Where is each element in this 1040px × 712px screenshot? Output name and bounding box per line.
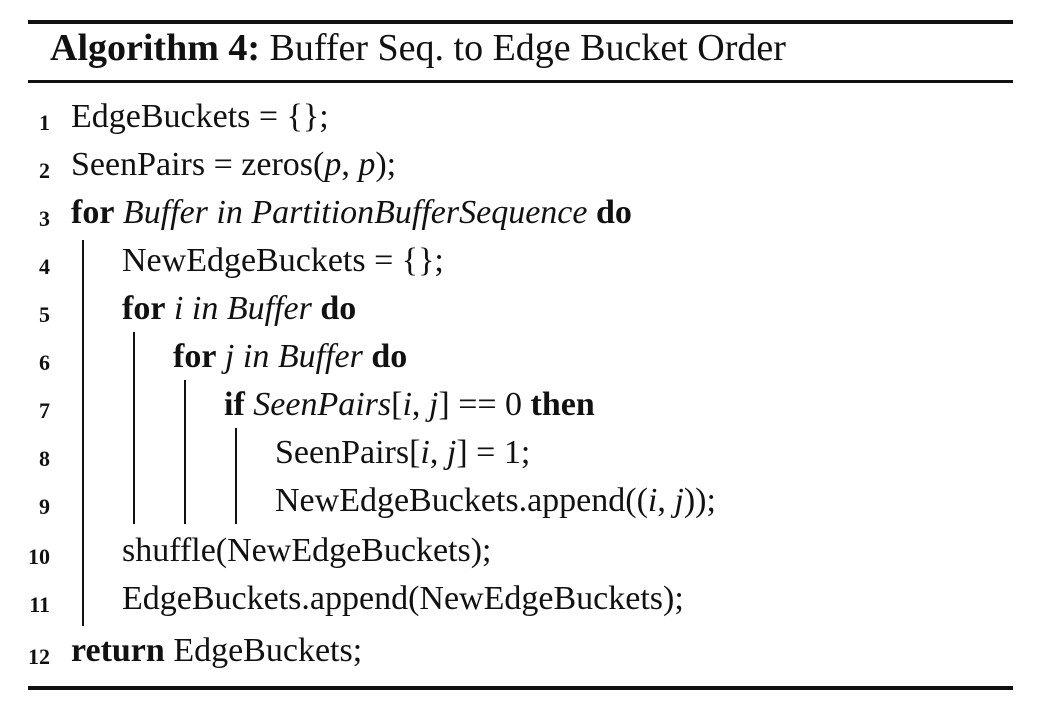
line-number: 9 [39,494,50,519]
keyword: if [224,386,245,423]
line-number: 11 [29,592,50,617]
code-token: EdgeBuckets = {}; [71,98,329,135]
line-code: NewEdgeBuckets.append((i, j)); [275,482,716,520]
code-token: shuffle(NewEdgeBuckets); [122,532,492,569]
code-token: j [674,482,684,519]
code-token: Buffer in PartitionBufferSequence [114,194,596,231]
indent-bar-for-i [133,332,135,524]
line-code: return EdgeBuckets; [71,632,362,670]
line-code: shuffle(NewEdgeBuckets); [122,532,491,570]
line-number: 10 [28,544,50,569]
line-number: 7 [39,398,50,423]
algorithm-label: Algorithm 4: [50,27,261,69]
line-code: if SeenPairs[i, j] == 0 then [224,386,595,424]
line-number: 2 [39,158,50,183]
code-token: NewEdgeBuckets = {}; [122,242,444,279]
keyword: do [371,338,408,375]
line-code: SeenPairs = zeros(p, p); [71,146,396,184]
code-token: i [420,434,430,471]
algorithm-title: Buffer Seq. to Edge Bucket Order [269,27,786,69]
code-token: , [411,386,429,423]
line-code: SeenPairs[i, j] = 1; [275,434,530,472]
line-code: for j in Buffer do [173,338,407,376]
header-rule [28,80,1013,83]
code-token: ); [375,146,397,183]
code-token: , [657,482,675,519]
top-rule [28,20,1013,24]
code-token: , [341,146,359,183]
line-number: 5 [39,302,50,327]
code-token: SeenPairs = zeros( [71,146,325,183]
line-number: 3 [39,206,50,231]
code-token: p [324,146,342,183]
line-code: for Buffer in PartitionBufferSequence do [71,194,632,232]
indent-bar-if [235,428,237,524]
code-token: , [429,434,447,471]
code-token: EdgeBuckets; [164,632,363,669]
code-token: p [358,146,376,183]
keyword: return [71,632,165,669]
bottom-rule [28,686,1013,690]
code-token: EdgeBuckets.append(NewEdgeBuckets); [122,580,684,617]
code-token: SeenPairs [244,386,392,423]
line-code: EdgeBuckets = {}; [71,98,329,136]
code-token: [ [391,386,403,423]
keyword: for [71,194,115,231]
keyword: do [595,194,632,231]
code-token: j [428,386,439,423]
keyword: do [320,290,357,327]
code-token: SeenPairs[ [275,434,421,471]
line-code: NewEdgeBuckets = {}; [122,242,444,280]
code-token: i [647,482,658,519]
keyword: then [530,386,595,423]
code-token: NewEdgeBuckets.append(( [275,482,648,519]
algorithm-caption: Algorithm 4: Buffer Seq. to Edge Bucket … [50,26,786,70]
code-token: ] = 1; [456,434,531,471]
line-number: 6 [39,350,50,375]
line-number: 8 [39,446,50,471]
keyword: for [122,290,166,327]
line-number: 4 [39,254,50,279]
code-token: i in Buffer [165,290,321,327]
line-code: for i in Buffer do [122,290,356,328]
line-number: 12 [28,644,50,669]
code-token: )); [683,482,716,519]
indent-bar-for-j [184,380,186,524]
line-code: EdgeBuckets.append(NewEdgeBuckets); [122,580,684,618]
line-number: 1 [39,110,50,135]
indent-bar-for-buffer [82,240,84,626]
code-token: ] == 0 [438,386,531,423]
keyword: for [173,338,217,375]
code-token: j in Buffer [216,338,372,375]
code-token: i [402,386,412,423]
code-token: j [446,434,457,471]
